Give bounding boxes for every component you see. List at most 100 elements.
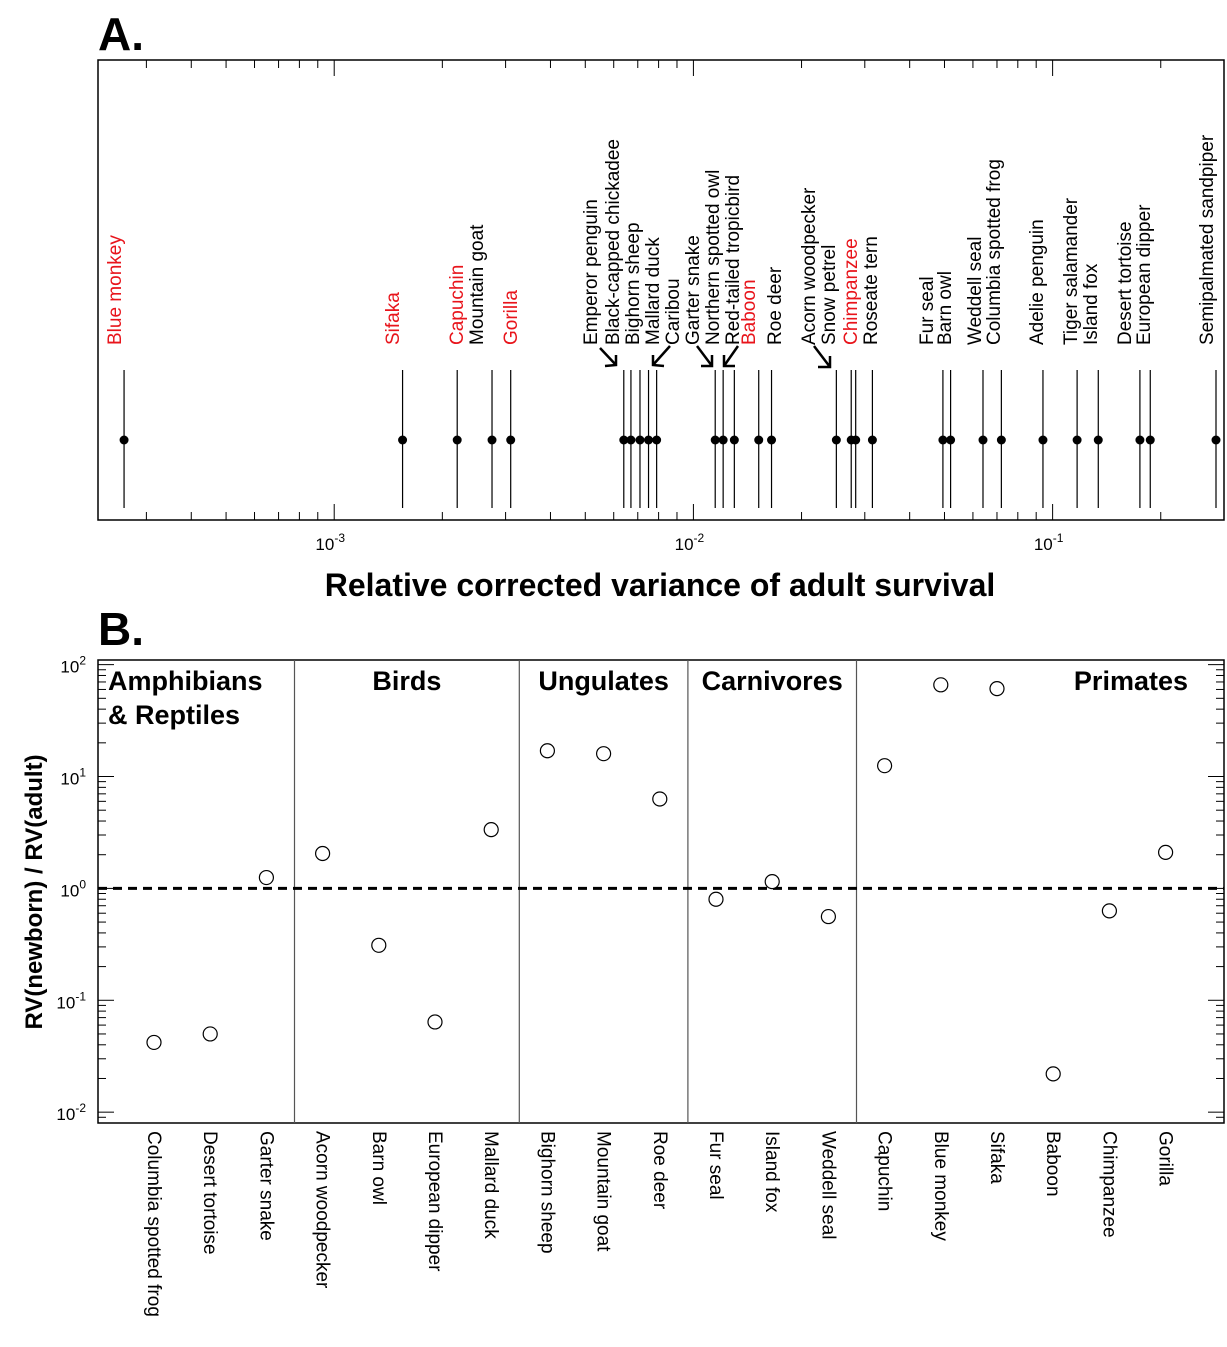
species-label: Roe deer <box>765 266 786 345</box>
species-label: Mountain goat <box>467 224 488 345</box>
data-point <box>820 908 837 925</box>
panel-a-letter: A. <box>98 8 144 60</box>
panel-a-marks <box>119 370 1221 508</box>
group-label: Birds <box>372 666 441 696</box>
species-label: Sifaka <box>383 292 404 345</box>
species-label: Barn owl <box>935 271 956 345</box>
y-tick-label: 102 <box>60 654 86 677</box>
data-point <box>754 435 764 445</box>
species-label: Adelie penguin <box>1027 219 1048 345</box>
data-point <box>483 822 499 838</box>
panel-b-category-labels: Columbia spotted frog Desert tortoise Gart… <box>143 1131 1176 1317</box>
y-tick-label: 100 <box>60 877 86 900</box>
species-label: Chimpanzee <box>841 238 862 345</box>
group-label: Ungulates <box>538 666 669 696</box>
panel-a-plot: 10-3 10-2 10-1 Blue monkey Sifaka Capuchin Mo… <box>97 59 1225 554</box>
species-label: Bighorn sheep <box>623 222 644 345</box>
data-point <box>619 435 629 445</box>
data-point <box>996 435 1006 445</box>
x-tick-label: 10-2 <box>675 531 705 554</box>
panel-b-letter: B. <box>98 603 144 655</box>
species-label: Roseate tern <box>861 236 882 345</box>
data-point <box>767 435 777 445</box>
data-point <box>398 435 408 445</box>
data-point <box>1211 435 1221 445</box>
species-label: Acorn woodpecker <box>799 187 820 345</box>
data-point <box>718 435 728 445</box>
data-point <box>146 1034 162 1051</box>
category-label: Roe deer <box>649 1131 670 1210</box>
data-point <box>876 758 893 774</box>
species-label: Gorilla <box>501 290 522 345</box>
category-label: Island fox <box>761 1131 782 1213</box>
data-point <box>978 435 988 445</box>
data-point <box>710 435 720 445</box>
species-label: Capuchin <box>447 265 468 345</box>
category-label: Baboon <box>1042 1131 1063 1197</box>
species-label: Blue monkey <box>105 235 126 345</box>
group-label: Primates <box>1074 666 1188 696</box>
species-label: Island fox <box>1081 263 1102 345</box>
data-point <box>644 435 654 445</box>
panel-b-frame <box>97 659 1225 1124</box>
y-tick-label: 101 <box>60 766 86 789</box>
y-tick-label: 10-2 <box>56 1101 86 1124</box>
data-point <box>867 435 877 445</box>
data-point <box>1045 1066 1061 1082</box>
data-point <box>933 677 949 693</box>
panel-a-arrows <box>599 345 832 369</box>
data-point <box>652 435 662 445</box>
category-label: Acorn woodpecker <box>312 1131 333 1289</box>
species-label: Mallard duck <box>643 237 664 345</box>
species-label: Fur seal <box>917 276 938 345</box>
species-label: European dipper <box>1134 204 1155 345</box>
data-point <box>1157 844 1174 860</box>
species-label: Desert tortoise <box>1115 221 1136 345</box>
species-label: Snow petrel <box>819 245 840 345</box>
x-tick-label: 10-1 <box>1034 531 1064 554</box>
data-point <box>635 435 645 445</box>
panel-b-plot: 102 101 100 10-1 10-2 Amphibians & Reptiles Bi… <box>56 654 1225 1317</box>
data-point <box>452 435 462 445</box>
species-label: Red-tailed tropicbird <box>723 175 744 345</box>
panel-a-x-axis-label: Relative corrected variance of adult sur… <box>325 567 996 603</box>
species-label: Columbia spotted frog <box>984 159 1005 345</box>
category-label: Capuchin <box>874 1131 895 1211</box>
data-point <box>539 743 556 759</box>
category-label: Columbia spotted frog <box>143 1131 164 1317</box>
data-point <box>1072 435 1082 445</box>
data-point <box>315 845 331 862</box>
panel-b-marks <box>146 677 1174 1082</box>
data-point <box>946 435 956 445</box>
panel-a-species-labels: Blue monkey Sifaka Capuchin Mountain goat Go… <box>105 134 1218 345</box>
data-point <box>1145 435 1155 445</box>
arrow-icon <box>813 345 832 369</box>
data-point <box>371 937 387 953</box>
group-label: Carnivores <box>702 666 843 696</box>
x-tick-label: 10-3 <box>315 531 345 554</box>
panel-a-x-ticks: 10-3 10-2 10-1 <box>145 60 1162 554</box>
data-point <box>851 435 861 445</box>
category-label: Bighorn sheep <box>536 1131 557 1254</box>
panel-b-y-ticks: 102 101 100 10-1 10-2 <box>56 654 1224 1124</box>
category-label: Fur seal <box>705 1131 726 1200</box>
category-label: Barn owl <box>368 1131 389 1205</box>
group-label: Amphibians <box>108 666 263 696</box>
category-label: European dipper <box>424 1131 445 1272</box>
data-point <box>1101 903 1118 919</box>
data-point <box>202 1026 218 1042</box>
species-label: Semipalmated sandpiper <box>1197 134 1218 345</box>
species-label: Baboon <box>739 279 760 345</box>
arrow-icon <box>599 347 618 368</box>
species-label: Tiger salamander <box>1061 197 1082 345</box>
panel-a-frame <box>97 59 1225 521</box>
data-point <box>1093 435 1103 445</box>
species-label: Caribou <box>663 278 684 345</box>
group-label: & Reptiles <box>108 700 240 730</box>
data-point <box>487 435 497 445</box>
species-label: Northern spotted owl <box>703 170 724 345</box>
data-point <box>831 435 841 445</box>
panel-b-y-axis-label: RV(newborn) / RV(adult) <box>21 754 48 1029</box>
data-point <box>595 746 612 762</box>
category-label: Garter snake <box>255 1131 276 1241</box>
